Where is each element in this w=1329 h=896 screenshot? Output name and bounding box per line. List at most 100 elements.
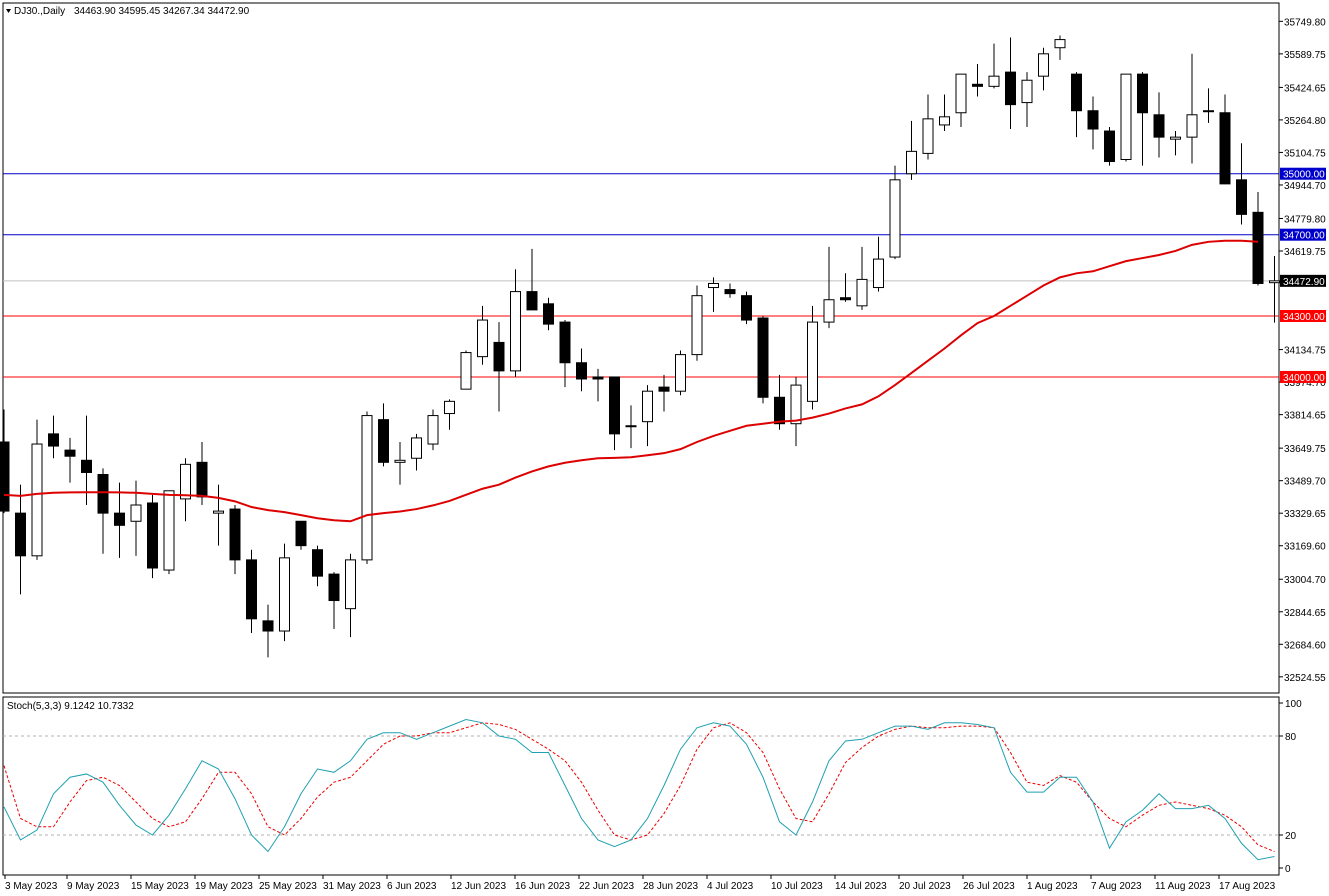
candle-body-bull (361, 415, 373, 561)
price-tick-label: 33814.65 (1284, 411, 1326, 422)
candle-body-bull (988, 75, 1000, 87)
candle-body-bull (345, 559, 356, 610)
current-price-badge-bg (1280, 274, 1326, 287)
price-tick-label: 34944.70 (1284, 181, 1326, 192)
stoch-series (3, 718, 1275, 861)
main-pane-frame (2, 2, 1280, 694)
candle (592, 368, 604, 402)
stoch-tick-label: 20 (1285, 831, 1297, 842)
price-tick-label: 34619.75 (1284, 247, 1326, 258)
candle (81, 415, 92, 506)
candle (675, 350, 686, 396)
date-label: 1 Aug 2023 (1027, 881, 1078, 892)
candle (658, 374, 670, 412)
candle-body-bear (1005, 71, 1016, 106)
candle (444, 399, 455, 430)
candle (262, 604, 274, 658)
candle-body-bull (856, 278, 868, 307)
price-badges: 35000.00 34700.00 34300.00 34000.00 34472.90 (1280, 167, 1326, 384)
stoch-title: Stoch(5,3,3) 9.1242 10.7332 (7, 701, 134, 712)
candle (757, 315, 769, 404)
price-tick-label: 33329.65 (1284, 509, 1326, 520)
stoch-pane-frame (2, 696, 1280, 876)
candle-body-bear (378, 419, 389, 463)
candle-body-bull (1021, 79, 1033, 104)
candle-body-bull (708, 282, 719, 289)
candle-body-bull (213, 510, 224, 514)
price-tick-label: 35424.65 (1284, 83, 1326, 94)
candle (1005, 37, 1016, 130)
candle-body-bear (246, 559, 257, 620)
candle-body-bear (1071, 73, 1082, 112)
candle-body-bull (955, 73, 967, 114)
candle-body-bear (1153, 114, 1165, 138)
collapse-triangle-icon[interactable] (6, 9, 11, 13)
candle-body-bear (774, 396, 785, 425)
candle-body-bear (1219, 112, 1231, 185)
date-label: 26 Jul 2023 (963, 881, 1015, 892)
candle (823, 246, 835, 329)
candle (1038, 47, 1049, 91)
candle-body-bear (0, 441, 10, 512)
date-label: 22 Jun 2023 (579, 881, 634, 892)
candle-body-bear (229, 508, 241, 561)
candle (1071, 72, 1082, 138)
candle-body-bear (741, 295, 752, 321)
candle-body-bear (147, 502, 158, 569)
date-axis: 3 May 2023 9 May 2023 15 May 2023 19 May 20… (4, 875, 1276, 892)
price-tick-label: 34134.75 (1284, 346, 1326, 357)
candle (906, 120, 917, 180)
candle-body-bear (114, 512, 125, 526)
stoch-axis: 100 80 20 0 (3, 699, 1302, 875)
candle (856, 246, 868, 310)
stoch-k-line (3, 718, 1275, 861)
candle (1170, 131, 1181, 156)
candle (97, 468, 109, 554)
price-tick-label: 32844.65 (1284, 608, 1326, 619)
candle-body-bull (444, 400, 455, 415)
candle (922, 94, 934, 160)
candle-body-bull (460, 352, 472, 390)
candle (1219, 94, 1231, 185)
candle-body-bear (196, 461, 208, 498)
candle-body-bull (1269, 280, 1280, 284)
candle (889, 165, 901, 260)
price-tick-label: 35264.80 (1284, 116, 1326, 127)
candle-body-bull (130, 504, 142, 522)
candle-body-bull (889, 179, 901, 258)
candle (378, 403, 389, 467)
candle-body-bull (31, 443, 43, 557)
symbol-label: DJ30.,Daily (14, 6, 65, 17)
candle (1203, 88, 1214, 123)
candle (1269, 255, 1280, 323)
candle (708, 277, 719, 312)
candle-body-bear (64, 449, 76, 457)
date-label: 19 May 2023 (195, 881, 253, 892)
candle (543, 297, 554, 331)
level-badge-34000.00: 34000.00 (1280, 370, 1326, 384)
candle (642, 385, 653, 447)
candle (1104, 126, 1115, 166)
level-badge-34300.00-text: 34300.00 (1283, 312, 1325, 323)
candle (48, 415, 59, 459)
candle-body-bull (510, 291, 521, 372)
candle (955, 73, 967, 127)
price-tick-label: 34779.80 (1284, 214, 1326, 225)
candle-body-bear (840, 297, 851, 301)
candle (163, 490, 175, 575)
candle-body-bear (526, 291, 538, 311)
candle (609, 376, 620, 451)
candle-body-bull (163, 490, 175, 571)
candle-body-bear (724, 289, 736, 295)
candle-body-bull (873, 258, 884, 289)
candle-body-bull (625, 425, 637, 428)
candle-body-bear (576, 362, 587, 380)
date-label: 12 Jun 2023 (451, 881, 506, 892)
candle (0, 409, 10, 514)
candle-body-bear (81, 459, 92, 473)
candle-body-bear (262, 620, 274, 632)
candle-body-bear (972, 83, 983, 87)
candle (229, 505, 241, 575)
date-label: 9 May 2023 (67, 881, 120, 892)
